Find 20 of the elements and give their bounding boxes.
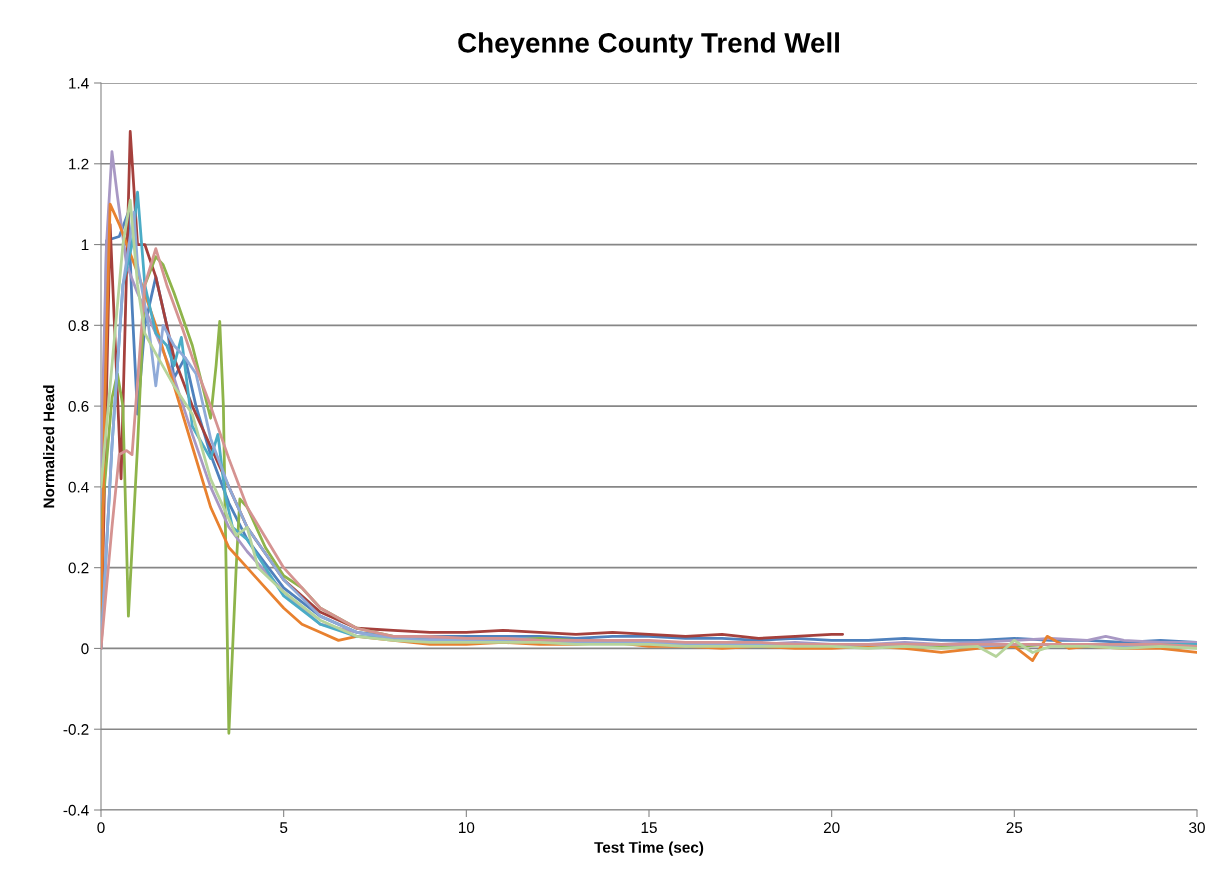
y-axis-title: Normalized Head xyxy=(43,385,55,508)
x-tick-label: 0 xyxy=(97,822,105,834)
x-tick-label: 10 xyxy=(459,822,475,834)
x-tick-label: 20 xyxy=(823,822,840,834)
x-tick-label: 15 xyxy=(641,822,657,834)
x-axis-title: Test Time (sec) xyxy=(594,841,704,856)
x-tick-label: 30 xyxy=(1189,822,1205,834)
y-tick-label: 0.2 xyxy=(68,562,89,574)
y-tick-label: -0.2 xyxy=(63,724,89,735)
y-tick-label: 0.4 xyxy=(68,481,89,493)
y-tick-label: 1.4 xyxy=(69,78,89,89)
x-tick-label: 5 xyxy=(280,822,288,834)
y-tick-label: 1 xyxy=(81,239,89,251)
y-tick-label: 0.8 xyxy=(68,320,89,332)
y-tick-label: -0.4 xyxy=(63,804,89,816)
x-tick-label: 25 xyxy=(1006,822,1023,834)
chart-title: Cheyenne County Trend Well xyxy=(458,32,839,59)
y-tick-label: 0.6 xyxy=(68,400,89,412)
y-tick-label: 0 xyxy=(81,643,89,655)
y-tick-label: 1.2 xyxy=(69,158,89,170)
